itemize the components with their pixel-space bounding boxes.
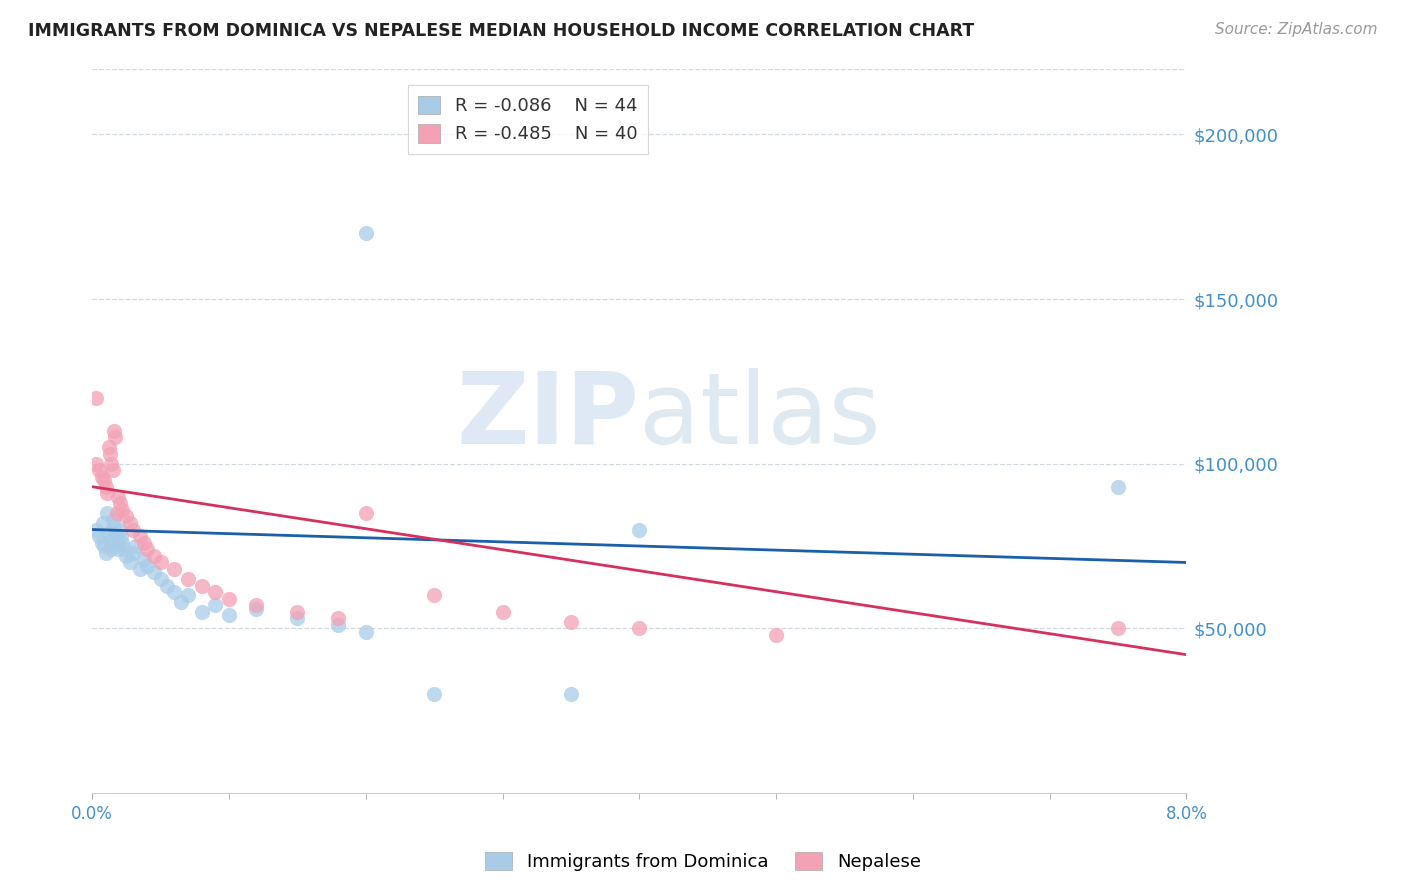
Point (628, 621, 651, 635)
Point (120, 556, 142, 570)
Text: Source: ZipAtlas.com: Source: ZipAtlas.com (1215, 22, 1378, 37)
Text: IMMIGRANTS FROM DOMINICA VS NEPALESE MEDIAN HOUSEHOLD INCOME CORRELATION CHART: IMMIGRANTS FROM DOMINICA VS NEPALESE MED… (28, 22, 974, 40)
Point (91, 516, 114, 530)
Point (115, 509, 138, 524)
Point (97, 525, 120, 540)
Point (122, 545, 145, 559)
Point (87, 463, 110, 477)
Point (94, 480, 117, 494)
Point (107, 490, 129, 504)
Point (94, 545, 117, 559)
Point (156, 578, 179, 592)
Point (98, 447, 121, 461)
Point (135, 542, 157, 557)
Point (204, 585, 226, 599)
Point (190, 605, 212, 619)
Point (218, 608, 240, 623)
Point (104, 525, 127, 540)
Point (101, 463, 124, 477)
Point (100, 542, 122, 557)
Point (135, 558, 157, 573)
Point (125, 539, 148, 553)
Point (177, 588, 200, 602)
Point (285, 611, 308, 625)
Point (328, 618, 350, 632)
Legend: R = -0.086    N = 44, R = -0.485    N = 40: R = -0.086 N = 44, R = -0.485 N = 40 (408, 85, 648, 154)
Point (423, 687, 446, 701)
Point (101, 513, 124, 527)
Point (108, 496, 131, 510)
Point (354, 506, 377, 520)
Point (112, 542, 135, 557)
Point (628, 523, 651, 537)
Point (87, 529, 110, 543)
Point (96, 486, 118, 500)
Point (765, 628, 787, 642)
Point (491, 605, 513, 619)
Point (93, 539, 115, 553)
Text: atlas: atlas (640, 368, 882, 465)
Point (328, 611, 350, 625)
Point (1107, 480, 1129, 494)
Point (285, 605, 308, 619)
Point (177, 572, 200, 586)
Point (204, 599, 226, 613)
Point (98, 533, 121, 547)
Point (90, 535, 112, 549)
Point (122, 523, 145, 537)
Point (103, 519, 125, 533)
Point (134, 552, 156, 566)
Point (105, 506, 128, 520)
Point (142, 549, 165, 563)
Point (354, 624, 377, 639)
Point (245, 599, 267, 613)
Point (142, 566, 165, 580)
Point (96, 506, 118, 520)
Point (1107, 621, 1129, 635)
Point (90, 470, 112, 484)
Point (129, 529, 152, 543)
Point (134, 535, 156, 549)
Point (560, 615, 582, 629)
Point (245, 601, 267, 615)
Point (84, 391, 107, 405)
Point (110, 529, 132, 543)
Text: ZIP: ZIP (457, 368, 640, 465)
Point (218, 591, 240, 606)
Point (84, 457, 107, 471)
Point (163, 562, 186, 576)
Point (149, 556, 172, 570)
Point (111, 535, 134, 549)
Point (115, 549, 138, 563)
Point (111, 503, 134, 517)
Point (170, 595, 193, 609)
Point (107, 542, 129, 557)
Point (108, 523, 131, 537)
Point (129, 562, 152, 576)
Point (104, 430, 127, 444)
Point (163, 585, 186, 599)
Point (93, 473, 115, 487)
Point (84, 523, 107, 537)
Point (560, 687, 582, 701)
Point (105, 535, 128, 549)
Point (190, 578, 212, 592)
Point (354, 226, 377, 240)
Point (97, 440, 120, 454)
Point (100, 457, 122, 471)
Point (120, 516, 142, 530)
Legend: Immigrants from Dominica, Nepalese: Immigrants from Dominica, Nepalese (478, 845, 928, 879)
Point (423, 588, 446, 602)
Point (149, 572, 172, 586)
Point (103, 424, 125, 438)
